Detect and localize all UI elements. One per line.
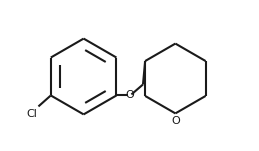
Text: Cl: Cl bbox=[27, 109, 38, 119]
Text: O: O bbox=[171, 116, 180, 126]
Text: O: O bbox=[125, 90, 134, 100]
